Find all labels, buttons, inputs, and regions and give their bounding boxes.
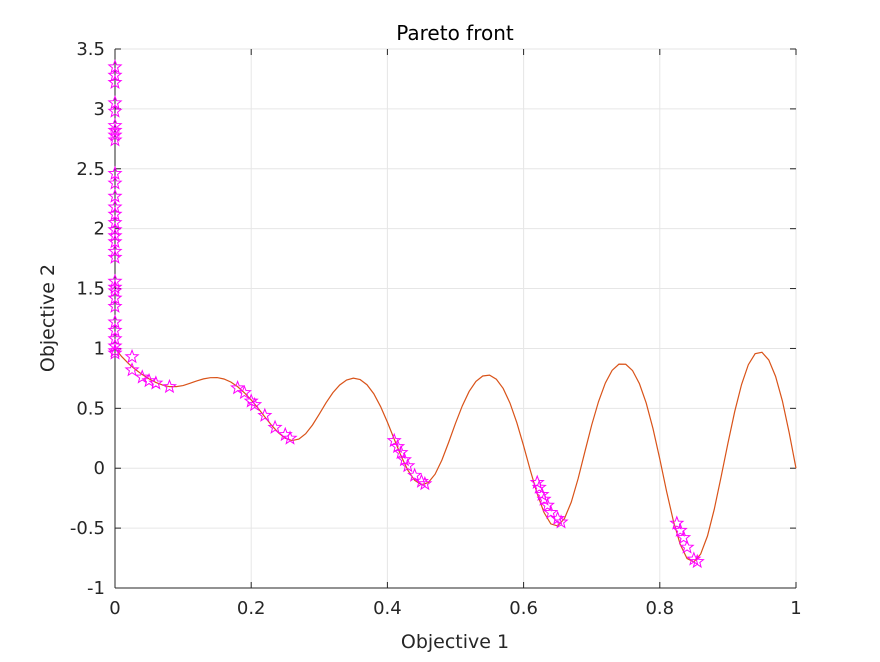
chart-title: Pareto front <box>396 21 514 45</box>
pareto-point-marker <box>553 514 569 529</box>
pareto-point-marker <box>107 243 123 258</box>
pareto-point-marker <box>107 74 123 89</box>
pareto-point-marker <box>107 279 123 294</box>
pareto-point-marker <box>107 127 123 142</box>
pareto-point-marker <box>124 348 140 364</box>
y-tick-label: 3 <box>94 99 105 120</box>
pareto-point-marker <box>141 372 157 388</box>
y-tick-label: 1 <box>94 338 105 359</box>
pareto-point-marker <box>107 249 123 264</box>
pareto-point-marker <box>148 375 164 390</box>
pareto-point-marker <box>386 432 402 448</box>
pareto-point-marker <box>550 510 566 525</box>
axes-background <box>115 49 796 588</box>
pareto-point-marker <box>107 330 123 346</box>
x-tick-label: 0.6 <box>509 598 538 619</box>
pareto-point-marker <box>669 515 685 530</box>
grid <box>114 48 797 589</box>
x-ticks: 0 0.2 0.4 0.6 0.8 1 <box>109 49 802 619</box>
pareto-point-marker <box>417 475 433 491</box>
pareto-point-marker <box>400 457 416 473</box>
pareto-point-marker <box>543 504 559 519</box>
pareto-point-marker <box>107 283 123 298</box>
pareto-point-marker <box>257 407 273 422</box>
axes-lines <box>114 49 796 589</box>
pareto-point-marker <box>531 479 547 494</box>
pareto-point-marker <box>107 338 123 353</box>
y-axis-label: Objective 2 <box>37 264 59 372</box>
pareto-point-marker <box>536 491 552 506</box>
pareto-point-marker <box>676 529 692 545</box>
pareto-point-marker <box>161 378 178 394</box>
x-tick-label: 1 <box>790 598 801 619</box>
pareto-point-marker <box>107 298 123 313</box>
pareto-point-marker <box>407 467 423 482</box>
pareto-point-marker <box>107 67 123 82</box>
pareto-point-marker <box>282 430 298 445</box>
pareto-point-marker <box>247 396 263 412</box>
y-tick-label: 0 <box>94 458 105 479</box>
pareto-point-marker <box>107 188 123 203</box>
y-tick-label: 3.5 <box>76 39 105 60</box>
pareto-curve <box>114 348 797 563</box>
pareto-point-marker <box>393 444 409 460</box>
pareto-point-marker <box>107 342 123 358</box>
pareto-point-marker <box>539 497 555 512</box>
pareto-point-marker <box>134 369 150 384</box>
y-tick-label: 1.5 <box>76 279 105 300</box>
pareto-point-marker <box>267 419 283 434</box>
y-tick-label: 2 <box>94 219 105 240</box>
pareto-point-marker <box>679 539 695 554</box>
pareto-point-marker <box>107 199 123 214</box>
y-ticks: -1 -0.5 0 0.5 1 1.5 2 2.5 3 3.5 <box>70 39 796 599</box>
pareto-point-marker <box>107 103 123 118</box>
y-tick-label: -1 <box>87 578 105 599</box>
x-tick-label: 0 <box>109 598 120 619</box>
pareto-point-marker <box>672 522 688 537</box>
x-tick-label: 0.4 <box>373 598 402 619</box>
y-tick-label: 2.5 <box>76 159 105 180</box>
pareto-curve-line <box>114 348 797 563</box>
pareto-point-marker <box>236 384 252 400</box>
pareto-point-marker <box>243 393 259 408</box>
pareto-point-marker <box>107 132 123 147</box>
pareto-point-marker <box>107 221 123 237</box>
x-tick-label: 0.2 <box>237 598 266 619</box>
pareto-point-marker <box>107 345 123 360</box>
y-tick-label: -0.5 <box>70 518 105 539</box>
pareto-point-marker <box>107 175 123 190</box>
pareto-point-marker <box>390 438 406 454</box>
pareto-markers <box>107 59 705 569</box>
pareto-point-marker <box>107 214 123 230</box>
y-tick-label: 0.5 <box>76 398 105 419</box>
pareto-point-marker <box>396 451 412 467</box>
pareto-point-marker <box>107 227 123 243</box>
x-axis-label: Objective 1 <box>401 631 509 653</box>
x-tick-label: 0.8 <box>645 598 674 619</box>
pareto-point-marker <box>124 362 140 377</box>
pareto-point-marker <box>689 553 705 569</box>
plot-area: 0 0.2 0.4 0.6 0.8 1 -1 -0.5 0 0.5 1 1.5 2 2.5 3 3.5 <box>70 39 802 619</box>
